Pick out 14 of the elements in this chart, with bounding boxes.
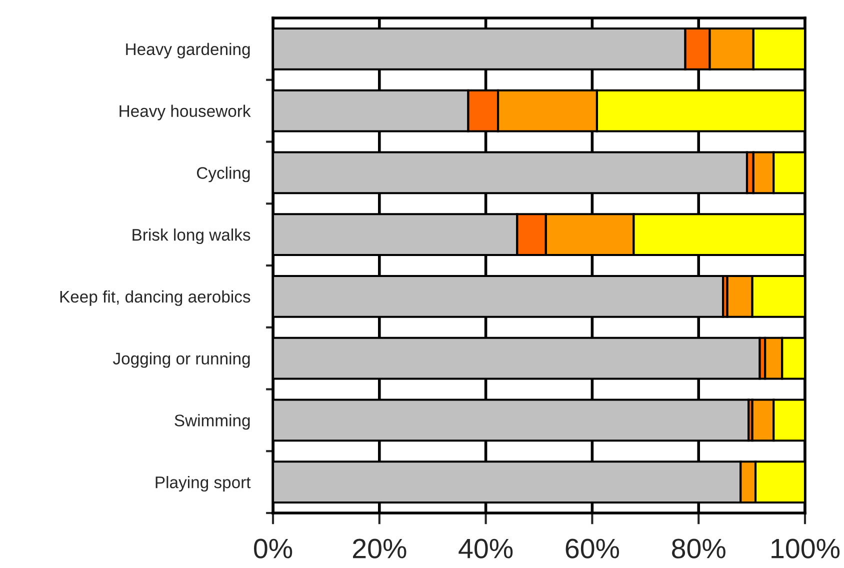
x-tick-label: 60% — [566, 538, 620, 558]
x-tick-label: 100% — [772, 538, 840, 558]
x-tick-label: 40% — [458, 538, 513, 558]
x-tick-label: 0% — [254, 538, 292, 558]
y-tick-label: Cycling — [196, 166, 250, 182]
y-tick-label: Keep fit, dancing aerobics — [60, 290, 250, 306]
y-tick-label: Swimming — [174, 414, 250, 430]
y-tick-label: Heavy housework — [120, 104, 251, 120]
y-tick-label: Jogging or running — [112, 352, 250, 368]
y-tick-label: Playing sport — [156, 476, 251, 492]
y-tick-label: Heavy gardening — [126, 42, 250, 58]
x-tick-label: 80% — [672, 538, 726, 558]
x-tick-label: 20% — [353, 538, 406, 558]
y-tick-label: Brisk long walks — [132, 228, 250, 244]
